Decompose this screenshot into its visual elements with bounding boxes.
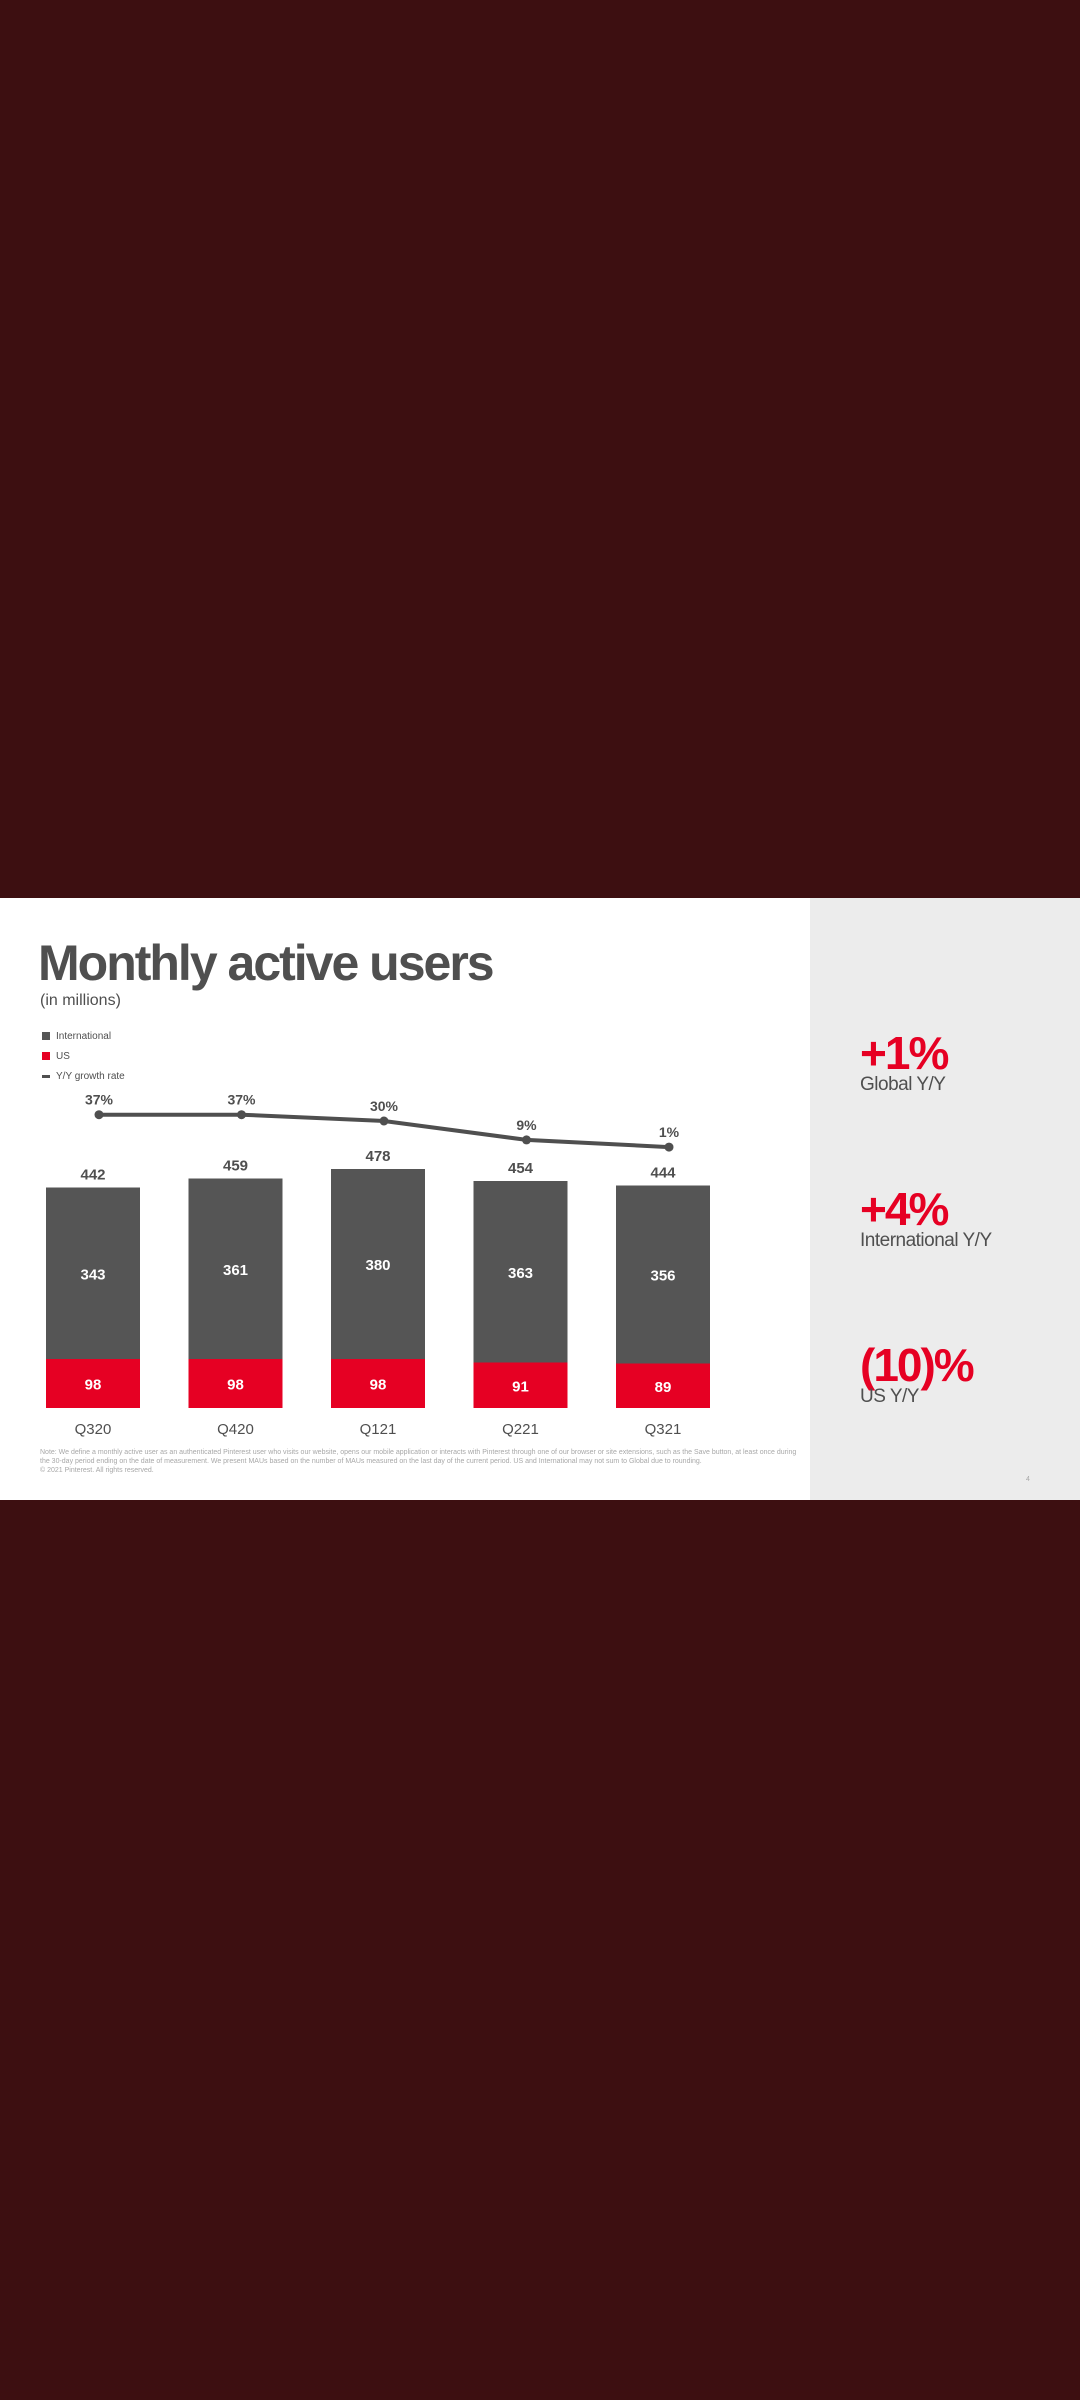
stat-global: +1% Global Y/Y xyxy=(860,1027,949,1096)
footnote: Note: We define a monthly active user as… xyxy=(40,1448,800,1475)
legend-item-us: US xyxy=(42,1046,125,1066)
data-label-international-q121: 380 xyxy=(365,1257,390,1274)
growth-rate-label-q420: 37% xyxy=(227,1092,256,1108)
bar-international-q121 xyxy=(331,1169,425,1359)
x-tick-label-q420: Q420 xyxy=(217,1421,254,1438)
bar-us-q221 xyxy=(473,1362,568,1408)
data-label-us-q221: 91 xyxy=(512,1378,529,1395)
data-label-us-q320: 98 xyxy=(85,1377,102,1394)
x-tick-label-q321: Q321 xyxy=(645,1421,682,1438)
bar-us-q420 xyxy=(188,1359,283,1408)
growth-rate-point-q420 xyxy=(237,1110,246,1120)
page-number: 4 xyxy=(1026,1476,1030,1483)
growth-rate-point-q320 xyxy=(94,1110,104,1120)
growth-rate-label-q221: 9% xyxy=(516,1117,537,1133)
bar-us-q321 xyxy=(616,1363,710,1408)
data-label-us-q121: 98 xyxy=(370,1377,387,1394)
bar-international-q420 xyxy=(188,1178,283,1359)
growth-rate-label-q121: 30% xyxy=(370,1098,399,1114)
legend-label-growth: Y/Y growth rate xyxy=(56,1070,125,1082)
legend-label-international: International xyxy=(56,1030,112,1042)
data-label-us-q321: 89 xyxy=(655,1379,672,1396)
data-label-total-q420: 459 xyxy=(223,1158,248,1175)
legend-item-growth: Y/Y growth rate xyxy=(42,1066,125,1086)
x-tick-label-q320: Q320 xyxy=(75,1421,112,1438)
data-label-total-q320: 442 xyxy=(80,1167,105,1184)
mau-chart: 343 98 442 Q320 361 98 459 Q420 380 98 478 Q121 363 9… xyxy=(46,1092,710,1438)
data-label-international-q320: 343 xyxy=(80,1266,105,1283)
data-label-us-q420: 98 xyxy=(227,1377,244,1394)
stat-international-label: International Y/Y xyxy=(860,1230,992,1251)
growth-rate-label-q321: 1% xyxy=(659,1124,680,1140)
growth-rate-point-q221 xyxy=(522,1135,531,1145)
bar-us-q121 xyxy=(331,1359,425,1408)
stat-us-label: US Y/Y xyxy=(860,1386,919,1407)
bar-international-q321 xyxy=(616,1185,710,1364)
growth-rate-point-q121 xyxy=(379,1116,389,1126)
chart-legend: International US Y/Y growth rate xyxy=(42,1026,125,1086)
bar-international-q221 xyxy=(473,1181,568,1363)
legend-swatch-international xyxy=(42,1032,50,1040)
bar-international-q320 xyxy=(46,1187,140,1359)
stat-us-value: (10)% xyxy=(860,1339,975,1391)
growth-rate-point-q321 xyxy=(664,1142,674,1152)
legend-swatch-us xyxy=(42,1052,50,1060)
stat-global-value: +1% xyxy=(860,1027,949,1079)
growth-rate-label-q320: 37% xyxy=(85,1092,114,1108)
stat-international: +4% International Y/Y xyxy=(860,1186,992,1252)
page-subtitle: (in millions) xyxy=(40,992,121,1009)
x-tick-label-q221: Q221 xyxy=(502,1421,539,1438)
page-title: Monthly active users xyxy=(38,935,495,991)
slide: Monthly active users (in millions) Inter… xyxy=(0,898,1080,1500)
stat-international-value: +4% xyxy=(860,1183,949,1235)
summary-panel xyxy=(810,898,1080,1500)
data-label-international-q321: 356 xyxy=(650,1268,675,1285)
data-label-international-q221: 363 xyxy=(508,1265,533,1282)
stat-us: (10)% US Y/Y xyxy=(860,1339,975,1408)
data-label-total-q221: 454 xyxy=(508,1160,534,1177)
data-label-total-q121: 478 xyxy=(365,1148,390,1165)
legend-item-international: International xyxy=(42,1026,125,1046)
x-tick-label-q121: Q121 xyxy=(360,1421,397,1438)
copyright-text: © 2021 Pinterest. All rights reserved. xyxy=(40,1467,154,1474)
stat-global-label: Global Y/Y xyxy=(860,1074,946,1095)
footnote-text: Note: We define a monthly active user as… xyxy=(40,1449,797,1465)
bar-us-q320 xyxy=(46,1359,140,1408)
legend-swatch-growth xyxy=(42,1074,50,1078)
data-label-international-q420: 361 xyxy=(223,1262,248,1279)
legend-label-us: US xyxy=(56,1050,70,1062)
data-label-total-q321: 444 xyxy=(650,1165,676,1182)
